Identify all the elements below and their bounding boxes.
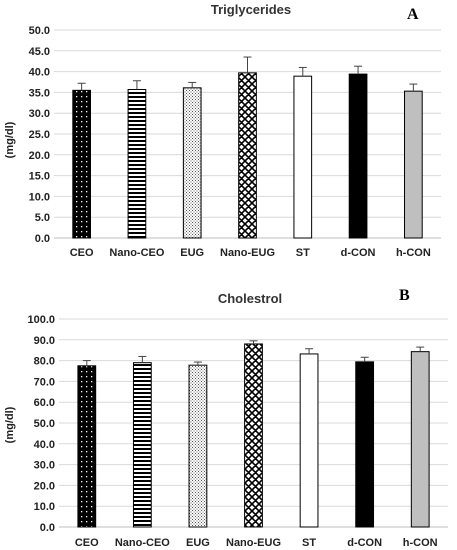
y-tick-label: 90.0 — [34, 335, 55, 347]
triglycerides-chart: Triglycerides A (mg/dl) 0.0 5.0 10.0 15.0 20… — [4, 2, 441, 259]
x-tick-label: ST — [296, 247, 310, 259]
y-tick-label: 20.0 — [34, 480, 55, 492]
y-tick-label: 50.0 — [34, 418, 55, 430]
y-axis-label: (mg/dl) — [4, 121, 16, 158]
x-tick-label: h-CON — [396, 247, 431, 259]
bar-eug — [188, 364, 208, 528]
y-tick-label: 5.0 — [35, 212, 50, 224]
y-tick-label: 20.0 — [29, 150, 50, 162]
bar-d-con — [355, 361, 375, 528]
bar-eug — [182, 87, 202, 239]
bar-ceo — [72, 89, 91, 239]
bar-nano-ceo — [127, 88, 147, 239]
bar-nano-ceo — [132, 362, 152, 528]
x-tick-label: h-CON — [403, 537, 438, 549]
y-tick-label: 45.0 — [29, 46, 50, 58]
panel-label: B — [399, 287, 410, 304]
y-tick-label: 30.0 — [29, 108, 50, 120]
chart-title: Triglycerides — [211, 2, 291, 17]
y-tick-label: 60.0 — [34, 397, 55, 409]
y-tick-label: 80.0 — [34, 356, 55, 368]
y-tick-label: 25.0 — [29, 129, 50, 141]
x-tick-label: ST — [302, 537, 316, 549]
y-tick-label: 50.0 — [29, 25, 50, 37]
x-tick-label: Nano-CEO — [115, 537, 170, 549]
y-tick-label: 10.0 — [29, 191, 50, 203]
bar-h-con — [404, 90, 423, 239]
y-axis-label: (mg/dl) — [4, 406, 16, 443]
bar-d-con — [348, 73, 368, 239]
x-tick-label: Nano-EUG — [226, 537, 281, 549]
bar-st — [293, 75, 313, 239]
bar-nano-eug — [244, 343, 263, 528]
bar-st — [299, 353, 319, 528]
x-tick-label: CEO — [75, 537, 99, 549]
bar-ceo — [77, 365, 97, 528]
y-tick-label: 40.0 — [29, 67, 50, 79]
y-tick-label: 100.0 — [27, 314, 55, 326]
y-tick-label: 15.0 — [29, 171, 50, 183]
y-tick-label: 0.0 — [40, 522, 55, 534]
y-tick-label: 35.0 — [29, 87, 50, 99]
x-tick-label: Nano-EUG — [220, 247, 275, 259]
x-tick-label: EUG — [186, 537, 210, 549]
y-tick-label: 40.0 — [34, 439, 55, 451]
y-tick-label: 0.0 — [35, 233, 50, 245]
x-tick-label: CEO — [70, 247, 94, 259]
panel-label: A — [407, 6, 419, 23]
bar-h-con — [410, 351, 430, 528]
chart-title: Cholestrol — [218, 291, 282, 306]
x-tick-label: d-CON — [341, 247, 376, 259]
y-tick-label: 30.0 — [34, 460, 55, 472]
y-tick-label: 10.0 — [34, 501, 55, 513]
y-tick-label: 70.0 — [34, 376, 55, 388]
x-tick-label: Nano-CEO — [109, 247, 164, 259]
x-tick-label: d-CON — [347, 537, 382, 549]
bar-nano-eug — [238, 72, 257, 239]
x-tick-label: EUG — [180, 247, 204, 259]
cholestrol-chart: Cholestrol B (mg/dl) 0.0 10.0 20.0 30.0 40.0… — [4, 287, 448, 549]
